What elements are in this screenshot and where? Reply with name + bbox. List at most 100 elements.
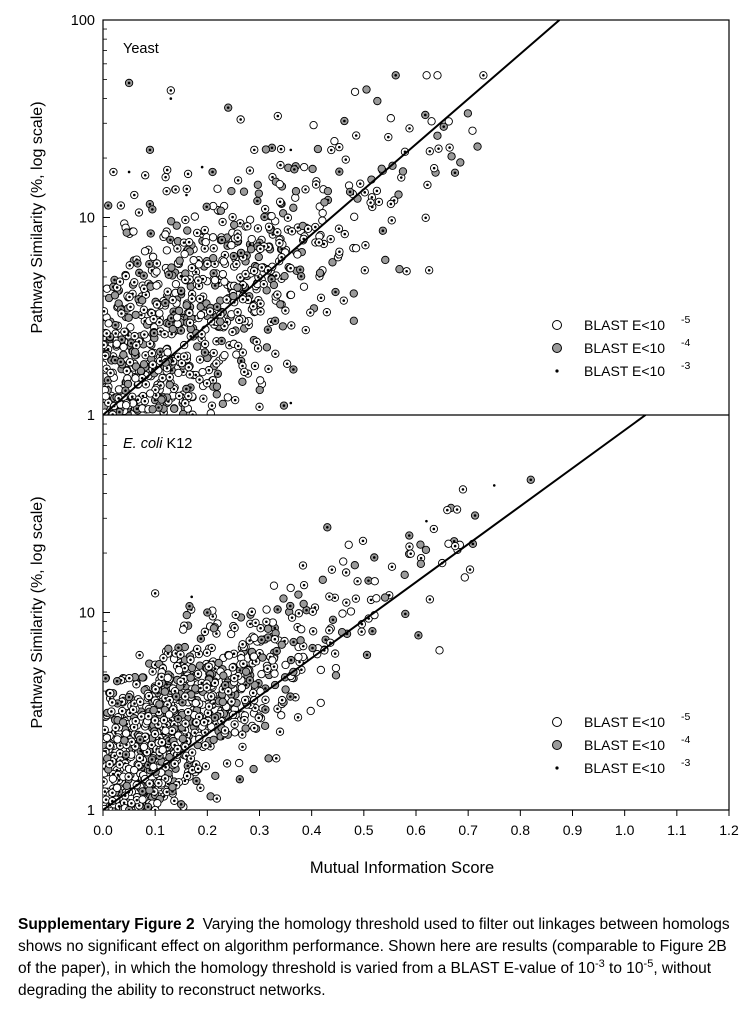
data-point-e3 [326, 526, 329, 529]
data-point-e5 [112, 339, 121, 348]
data-point-e3 [184, 722, 187, 725]
data-point-e4 [276, 300, 285, 309]
data-point-e3 [238, 669, 242, 672]
data-point-e3 [231, 666, 235, 669]
data-point-e4 [182, 610, 191, 620]
data-point-e3 [276, 608, 279, 611]
data-point-e3 [123, 330, 126, 334]
data-point-e3 [432, 166, 436, 170]
data-point-e3 [147, 694, 151, 698]
data-point-e4 [122, 228, 131, 237]
data-point-e3 [207, 705, 211, 708]
data-point-e4 [289, 203, 298, 212]
data-point-e3 [114, 332, 117, 335]
data-point-e3 [161, 376, 164, 380]
data-point-e3 [419, 556, 423, 560]
data-point-e3 [252, 269, 256, 273]
data-point-e5 [153, 799, 162, 808]
data-point-e5 [103, 733, 112, 742]
data-point-e4 [172, 221, 181, 230]
data-point-e3 [182, 370, 185, 374]
data-point-e5 [286, 583, 295, 593]
data-point-e5 [234, 758, 244, 768]
data-point-e3 [205, 651, 209, 655]
data-point-e3 [426, 183, 429, 187]
data-point-e3 [157, 406, 160, 409]
data-point-e3 [148, 782, 151, 785]
data-point-e3 [144, 383, 148, 386]
data-point-e3 [198, 297, 202, 301]
data-point-e3 [212, 351, 216, 355]
data-point-e3 [169, 238, 172, 242]
data-point-e3 [209, 695, 213, 698]
data-point-e3 [203, 228, 207, 232]
data-point-e4 [186, 673, 195, 682]
data-point-e3 [132, 280, 136, 284]
data-point-e3 [258, 651, 261, 655]
data-point-e4 [269, 280, 279, 290]
data-point-e5 [230, 728, 240, 737]
data-point-e3 [150, 743, 153, 747]
data-point-e3 [131, 708, 135, 712]
data-point-e3 [118, 763, 121, 766]
data-point-e3 [194, 373, 198, 377]
data-point-e3 [118, 410, 121, 414]
data-point-e3 [258, 405, 261, 409]
data-point-e3 [185, 754, 188, 758]
data-point-e5 [163, 673, 172, 683]
data-point-e3 [205, 686, 209, 689]
data-point-e3 [225, 762, 229, 765]
data-point-e3 [328, 595, 331, 598]
data-point-e4 [258, 653, 267, 662]
data-point-e3 [130, 740, 133, 744]
data-point-e5 [460, 573, 469, 582]
data-point-e3 [260, 638, 263, 642]
data-point-e4 [122, 781, 131, 791]
data-point-e3 [325, 310, 329, 314]
data-point-e3 [428, 149, 432, 153]
data-point-e3 [297, 612, 301, 615]
data-point-e4 [138, 296, 147, 305]
legend-label: BLAST E<10 [584, 340, 665, 356]
data-point-e4 [165, 380, 174, 389]
legend-label: BLAST E<10 [584, 714, 665, 730]
data-point-e5 [220, 351, 229, 360]
data-point-e3 [248, 639, 251, 642]
legend-marker-open [552, 717, 562, 727]
legend-label: BLAST E<10 [584, 363, 665, 379]
data-point-e4 [362, 85, 371, 94]
data-point-e5 [121, 401, 131, 410]
data-point-e5 [224, 651, 234, 660]
data-point-e3 [180, 361, 184, 365]
data-point-e3 [105, 332, 108, 335]
data-point-e3 [188, 604, 191, 608]
data-point-e5 [112, 783, 122, 793]
data-point-e5 [227, 241, 236, 250]
data-point-e3 [248, 622, 252, 626]
data-point-e3 [360, 622, 364, 626]
data-point-e4 [350, 561, 359, 570]
data-point-e3 [273, 319, 277, 323]
data-point-e3 [236, 236, 240, 239]
data-point-e3 [110, 710, 113, 713]
data-point-e3 [198, 358, 202, 361]
data-point-e3 [153, 732, 157, 736]
data-point-e5 [346, 607, 356, 616]
data-point-e3 [206, 711, 210, 715]
data-point-e3 [168, 375, 172, 379]
data-point-e3 [205, 205, 208, 209]
data-point-e3 [399, 176, 403, 179]
data-point-e4 [320, 198, 329, 207]
data-point-e3 [221, 737, 225, 740]
data-point-e3 [244, 272, 247, 276]
data-point-e3 [114, 726, 117, 730]
data-point-e3 [284, 309, 287, 312]
data-point-e3 [259, 310, 262, 313]
data-point-e3 [191, 768, 194, 772]
data-point-e3 [308, 311, 312, 314]
data-point-e4 [229, 291, 238, 301]
data-point-e3 [306, 227, 310, 231]
data-point-e5 [294, 652, 303, 662]
data-point-e4 [160, 687, 169, 696]
data-point-e3 [322, 242, 326, 246]
